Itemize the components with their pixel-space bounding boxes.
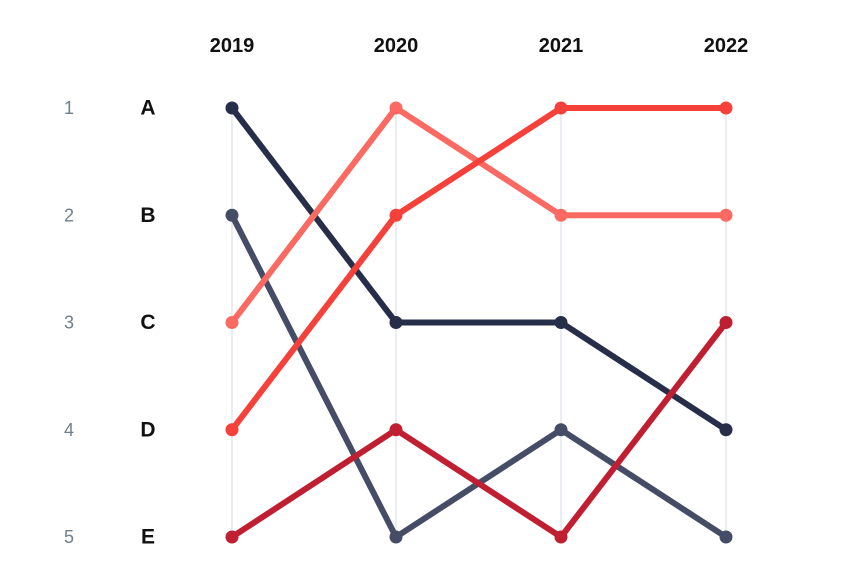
year-label-2019: 2019 [210, 35, 255, 57]
year-label-2021: 2021 [539, 35, 584, 57]
series-4 [225, 101, 733, 437]
series-3-point-2022 [719, 208, 733, 222]
series-3-point-2019 [225, 316, 239, 329]
series-4-point-2020 [389, 208, 403, 222]
series-3 [225, 101, 733, 329]
series-2-point-2022 [719, 530, 733, 544]
rank-label-5: 5 [64, 527, 74, 547]
rank-label-4: 4 [64, 420, 74, 440]
series-4-point-2022 [719, 101, 733, 115]
series-5-point-2019 [225, 530, 239, 544]
series-2-point-2020 [389, 530, 403, 544]
series-1-point-2020 [389, 316, 403, 329]
series-5-point-2022 [719, 316, 733, 329]
series-5-line [229, 319, 729, 540]
rank-label-3: 3 [64, 313, 74, 333]
row-label-a: A [140, 97, 155, 120]
series-3-point-2021 [554, 208, 568, 222]
series-5-point-2021 [554, 530, 568, 544]
series-1-point-2019 [225, 101, 239, 115]
series-1-line [229, 105, 729, 433]
series-1-point-2022 [719, 423, 733, 437]
row-label-b: B [140, 204, 155, 227]
series-layer [225, 101, 733, 544]
label-layer: 2019 2020 2021 2022 1 2 3 4 5 A B C D E [64, 35, 748, 549]
series-5 [225, 316, 733, 544]
series-3-point-2020 [389, 101, 403, 115]
series-2-point-2019 [225, 208, 239, 222]
year-label-2020: 2020 [374, 35, 419, 57]
series-1 [225, 101, 733, 437]
row-label-c: C [140, 311, 155, 334]
year-label-2022: 2022 [704, 35, 749, 57]
series-1-point-2021 [554, 316, 568, 329]
series-4-point-2019 [225, 423, 239, 437]
series-4-line [229, 105, 729, 433]
series-5-point-2020 [389, 423, 403, 437]
rank-label-2: 2 [64, 205, 74, 225]
row-label-e: E [141, 526, 155, 549]
rank-label-1: 1 [64, 98, 74, 118]
series-2-point-2021 [554, 423, 568, 437]
series-4-point-2021 [554, 101, 568, 115]
series-3-line [229, 105, 729, 326]
row-label-d: D [140, 418, 155, 441]
